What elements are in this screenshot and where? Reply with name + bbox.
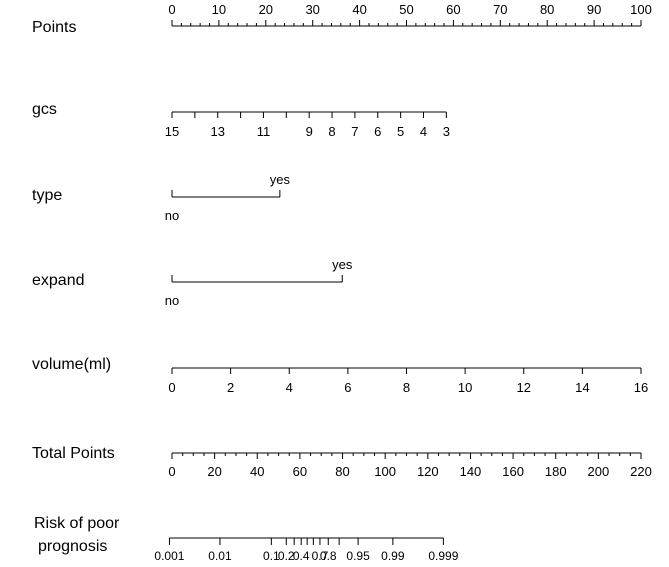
- type-level-no: no: [165, 208, 179, 223]
- total-tick-label: 80: [335, 464, 349, 479]
- volume-label: volume(ml): [32, 356, 111, 373]
- risk-tick-label: 0.4: [293, 549, 310, 563]
- points-tick-label: 10: [212, 2, 226, 17]
- volume-tick-label: 16: [634, 380, 648, 395]
- risk-tick-label: 0.8: [320, 549, 337, 563]
- gcs-tick-label: 15: [165, 124, 179, 139]
- volume-tick-label: 0: [168, 380, 175, 395]
- total-tick-label: 60: [293, 464, 307, 479]
- total-tick-label: 140: [460, 464, 482, 479]
- points-tick-label: 90: [587, 2, 601, 17]
- points-tick-label: 20: [259, 2, 273, 17]
- total-tick-label: 100: [374, 464, 396, 479]
- volume-tick-label: 12: [517, 380, 531, 395]
- volume-tick-label: 6: [344, 380, 351, 395]
- gcs-label: gcs: [32, 101, 57, 118]
- points-tick-label: 40: [352, 2, 366, 17]
- gcs-tick-label: 8: [328, 124, 335, 139]
- risk-tick-label: 0.001: [154, 549, 184, 563]
- gcs-tick-label: 5: [397, 124, 404, 139]
- total-tick-label: 180: [545, 464, 567, 479]
- risk-tick-label: 0.1: [263, 549, 280, 563]
- volume-tick-label: 8: [403, 380, 410, 395]
- type-label: type: [32, 187, 62, 204]
- risk-tick-label: 0.95: [346, 549, 370, 563]
- points-tick-label: 30: [305, 2, 319, 17]
- points-tick-label: 50: [399, 2, 413, 17]
- gcs-tick-label: 11: [257, 124, 271, 139]
- risk-tick-label: 0.01: [208, 549, 232, 563]
- points-label: Points: [32, 19, 76, 36]
- volume-tick-label: 4: [286, 380, 293, 395]
- expand-label: expand: [32, 272, 85, 289]
- points-tick-label: 0: [168, 2, 175, 17]
- risk-tick-label: 0.99: [381, 549, 405, 563]
- points-tick-label: 100: [630, 2, 652, 17]
- total-tick-label: 120: [417, 464, 439, 479]
- gcs-tick-label: 7: [351, 124, 358, 139]
- points-tick-label: 60: [446, 2, 460, 17]
- risk-tick-label: 0.2: [278, 549, 295, 563]
- volume-tick-label: 14: [575, 380, 589, 395]
- points-tick-label: 80: [540, 2, 554, 17]
- points-tick-label: 70: [493, 2, 507, 17]
- risk-label-line-1: Risk of poor: [34, 515, 120, 532]
- gcs-tick-label: 3: [443, 124, 450, 139]
- volume-tick-label: 2: [227, 380, 234, 395]
- total-tick-label: 0: [168, 464, 175, 479]
- gcs-tick-label: 9: [306, 124, 313, 139]
- gcs-tick-label: 6: [374, 124, 381, 139]
- volume-tick-label: 10: [458, 380, 472, 395]
- risk-tick-label: 0.999: [428, 549, 458, 563]
- expand-level-no: no: [165, 293, 179, 308]
- risk-label-line-2: prognosis: [38, 538, 107, 555]
- gcs-tick-label: 4: [420, 124, 427, 139]
- total-tick-label: 20: [207, 464, 221, 479]
- total-tick-label: 200: [588, 464, 610, 479]
- expand-level-yes: yes: [332, 257, 353, 272]
- type-level-yes: yes: [270, 172, 291, 187]
- gcs-tick-label: 13: [210, 124, 224, 139]
- total-tick-label: 160: [502, 464, 524, 479]
- total-tick-label: 220: [630, 464, 652, 479]
- total-label: Total Points: [32, 445, 115, 462]
- total-tick-label: 40: [250, 464, 264, 479]
- risk-tick-label: 0.7: [312, 549, 329, 563]
